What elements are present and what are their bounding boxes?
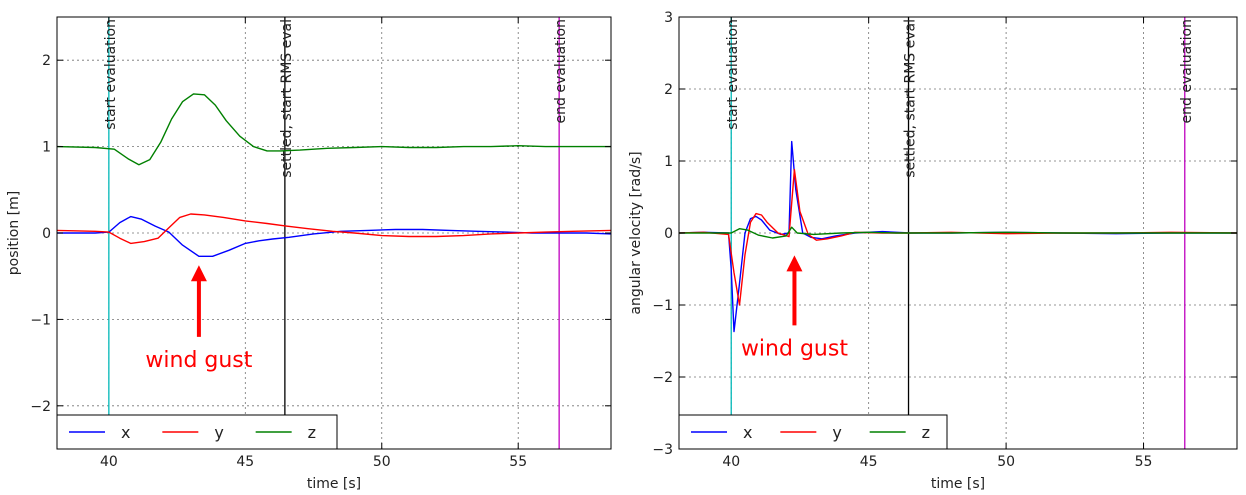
annotation-label: wind gust <box>145 348 252 373</box>
series-group <box>679 140 1237 333</box>
y-tick-label: −1 <box>30 312 51 328</box>
event-line-label-3: end evaluation <box>553 19 569 123</box>
y-axis-label: angular velocity [rad/s] <box>628 151 644 314</box>
x-tick-label: 40 <box>100 454 118 470</box>
x-tick-label: 45 <box>236 454 254 470</box>
series-group <box>57 93 611 257</box>
y-tick-label: 2 <box>42 53 51 69</box>
series-line-x <box>57 215 611 257</box>
y-tick-label: 3 <box>664 10 673 26</box>
annotation-arrowhead <box>786 255 803 272</box>
series-line-y <box>57 213 611 245</box>
legend-label-y: y <box>832 423 841 442</box>
event-line-label-1: start evaluation <box>103 19 119 130</box>
event-line-label-2: settled, start RMS eval <box>903 19 919 178</box>
chart-panel-2: start evaluation settled, start RMS eval e… <box>628 10 1238 492</box>
legend-label-x: x <box>743 423 752 442</box>
y-tick-label: −3 <box>652 442 673 458</box>
event-line-label-3: end evaluation <box>1179 19 1195 123</box>
y-tick-label: 2 <box>664 82 673 98</box>
x-axis-label: time [s] <box>931 476 985 492</box>
event-line-label-2: settled, start RMS eval <box>279 19 295 178</box>
event-line-label-1: start evaluation <box>725 19 741 130</box>
legend: x y z <box>678 414 948 450</box>
series-line-y <box>679 168 1237 306</box>
legend-label-y: y <box>214 423 223 442</box>
x-tick-label: 40 <box>722 454 740 470</box>
y-tick-label: 0 <box>42 226 51 242</box>
y-tick-label: 0 <box>664 226 673 242</box>
legend-label-x: x <box>121 423 130 442</box>
series-line-z <box>679 226 1237 239</box>
annotation-arrowhead <box>190 265 207 282</box>
x-axis-label: time [s] <box>307 476 361 492</box>
x-tick-label: 50 <box>997 454 1015 470</box>
chart-panel-1: start evaluation settled, start RMS eval e… <box>6 16 612 492</box>
y-tick-label: −2 <box>652 370 673 386</box>
annotation-label: wind gust <box>741 336 848 361</box>
x-tick-label: 45 <box>860 454 878 470</box>
x-tick-label: 50 <box>373 454 391 470</box>
y-tick-label: 1 <box>42 140 51 156</box>
legend: x y z <box>56 414 338 450</box>
y-axis-label: position [m] <box>6 191 22 275</box>
legend-label-z: z <box>922 423 930 442</box>
x-tick-label: 55 <box>1135 454 1153 470</box>
y-tick-label: −2 <box>30 399 51 415</box>
x-tick-label: 55 <box>509 454 527 470</box>
series-line-z <box>57 93 611 166</box>
y-tick-label: −1 <box>652 298 673 314</box>
y-tick-label: 1 <box>664 154 673 170</box>
legend-label-z: z <box>308 423 316 442</box>
